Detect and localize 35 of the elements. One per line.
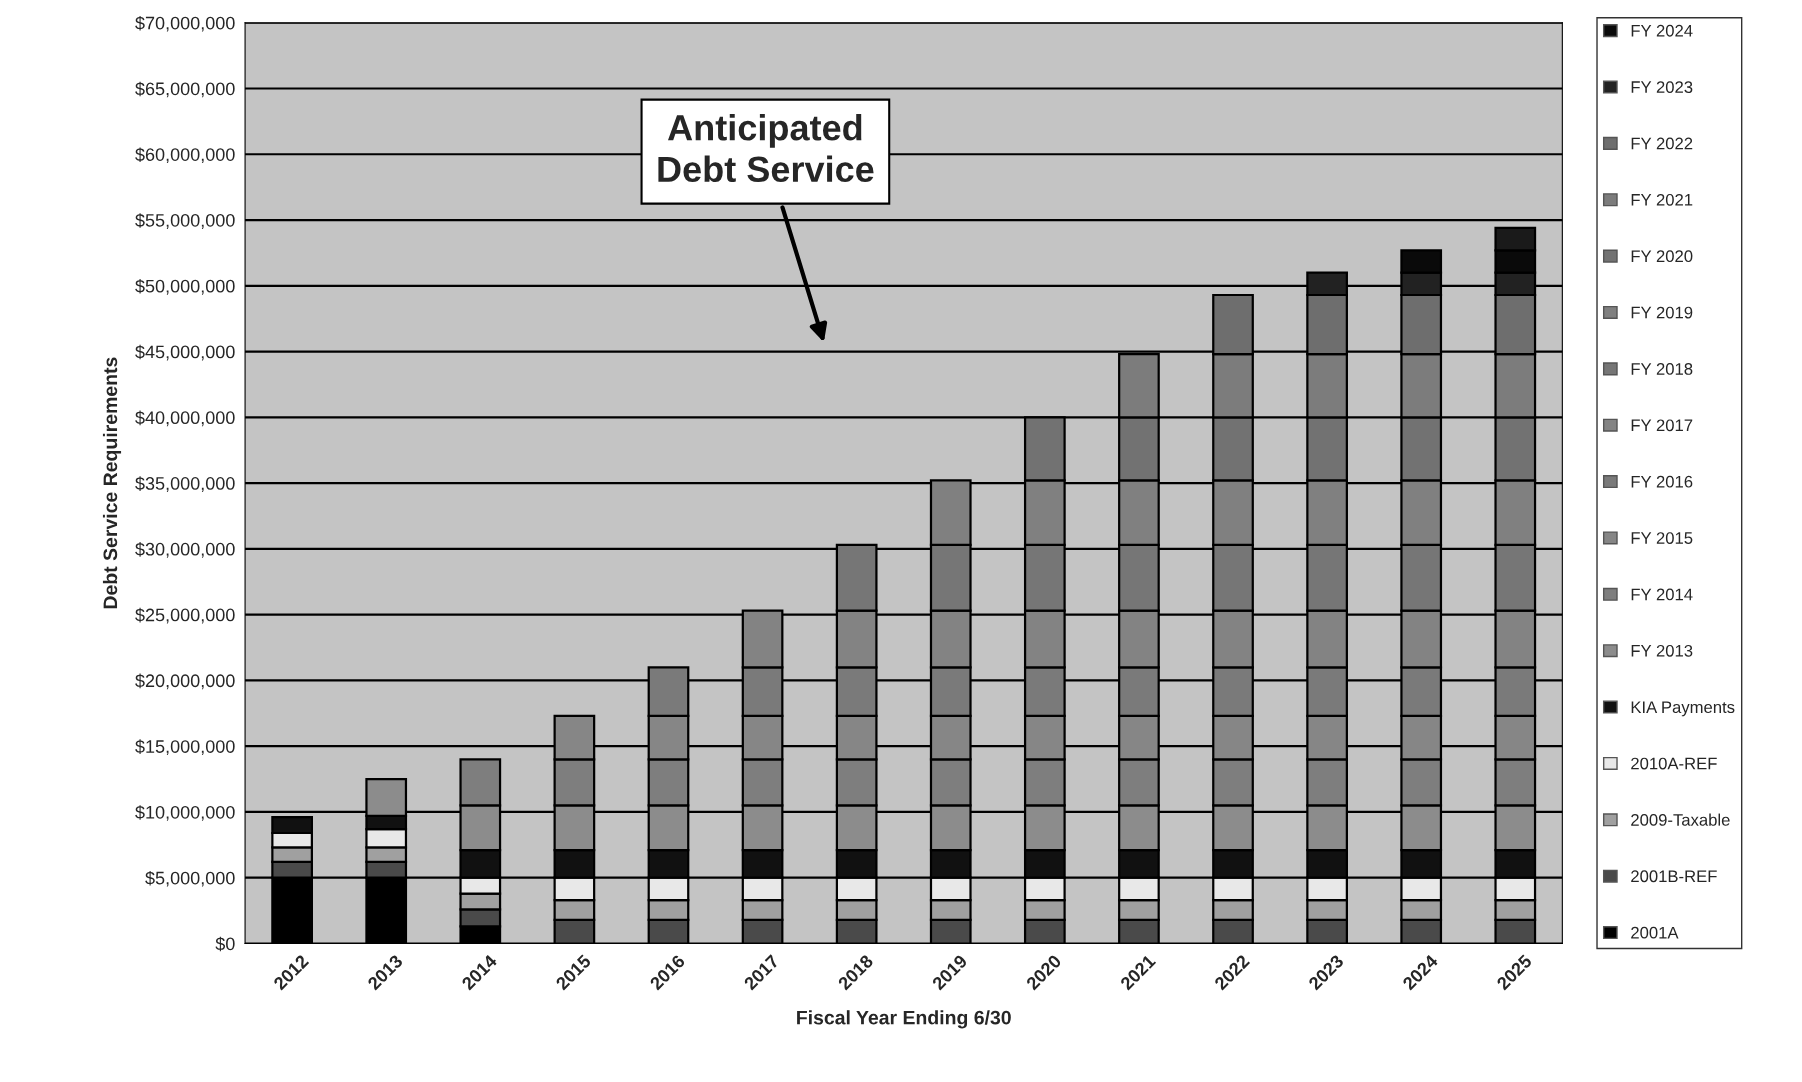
y-tick-label: $60,000,000 <box>135 147 235 164</box>
legend-label: FY 2017 <box>1631 419 1693 432</box>
legend-label: FY 2018 <box>1631 363 1693 375</box>
y-tick-label: $45,000,000 <box>135 344 235 361</box>
legend-label: FY 2019 <box>1631 306 1693 319</box>
legend-label: 2009-Taxable <box>1631 813 1730 826</box>
legend-label: FY 2016 <box>1631 475 1693 488</box>
legend-label: FY 2022 <box>1631 137 1693 150</box>
legend-label: FY 2023 <box>1631 81 1693 93</box>
legend-label: FY 2024 <box>1631 24 1693 37</box>
legend-label: 2001B-REF <box>1631 870 1717 883</box>
legend-label: FY 2021 <box>1631 193 1693 206</box>
y-tick-label: $30,000,000 <box>135 542 235 558</box>
y-tick-label: $55,000,000 <box>135 213 235 229</box>
y-axis-title: Debt Service Requirements <box>102 357 122 609</box>
legend-label: 2001A <box>1631 926 1679 939</box>
y-tick-label: $40,000,000 <box>135 410 235 427</box>
y-tick-label: $50,000,000 <box>135 278 235 295</box>
y-tick-label: $65,000,000 <box>135 81 235 98</box>
legend-label: FY 2014 <box>1631 588 1693 601</box>
y-tick-label: $0 <box>215 936 235 952</box>
legend-label: FY 2013 <box>1631 644 1693 657</box>
y-tick-label: $25,000,000 <box>135 607 235 624</box>
legend-label: 2010A-REF <box>1631 757 1717 770</box>
y-tick-label: $20,000,000 <box>135 673 235 690</box>
y-tick-label: $70,000,000 <box>135 15 235 32</box>
y-tick-label: $5,000,000 <box>145 870 235 887</box>
legend-label: FY 2015 <box>1631 532 1693 544</box>
y-tick-label: $10,000,000 <box>135 805 235 821</box>
y-tick-label: $35,000,000 <box>135 476 235 492</box>
y-tick-label: $15,000,000 <box>135 739 235 756</box>
annotation: Anticipated Debt Service <box>658 114 874 183</box>
legend-label: FY 2020 <box>1631 250 1693 263</box>
legend-label: KIA Payments <box>1631 701 1735 717</box>
x-axis-title: Fiscal Year Ending 6/30 <box>797 1010 1011 1029</box>
